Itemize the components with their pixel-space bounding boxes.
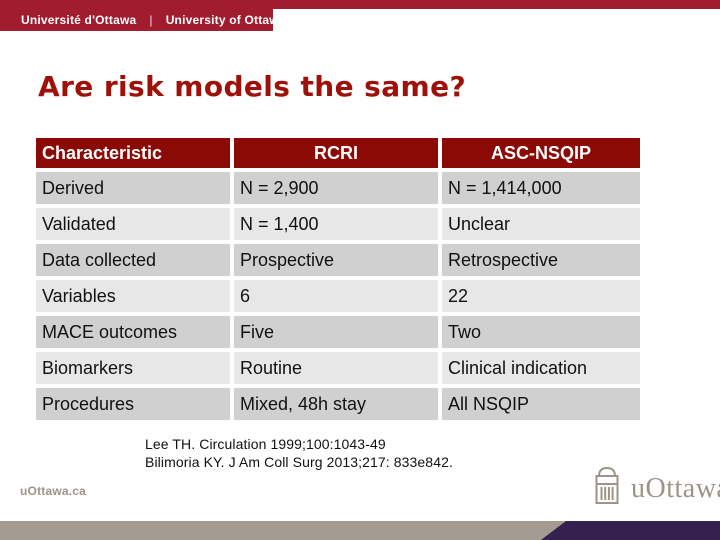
table-header-cell-characteristic: Characteristic bbox=[36, 138, 230, 168]
table-cell: Unclear bbox=[442, 208, 640, 240]
table-cell: Data collected bbox=[36, 244, 230, 276]
uottawa-url: uOttawa.ca bbox=[20, 484, 87, 498]
table-cell: Biomarkers bbox=[36, 352, 230, 384]
table-cell: Clinical indication bbox=[442, 352, 640, 384]
table-cell: MACE outcomes bbox=[36, 316, 230, 348]
masthead-separator: | bbox=[149, 13, 153, 27]
masthead-strip bbox=[0, 0, 720, 9]
uottawa-logo: uOttawa bbox=[591, 465, 720, 506]
table-cell: N = 1,400 bbox=[234, 208, 438, 240]
masthead-name-french: Université d'Ottawa bbox=[21, 13, 137, 27]
table-cell: Five bbox=[234, 316, 438, 348]
table-cell: Validated bbox=[36, 208, 230, 240]
table-cell: Derived bbox=[36, 172, 230, 204]
table-cell: Procedures bbox=[36, 388, 230, 420]
masthead-name-english: University of Ottawa bbox=[165, 13, 286, 27]
table-cell: Two bbox=[442, 316, 640, 348]
citation-line-2: Bilimoria KY. J Am Coll Surg 2013;217: 8… bbox=[145, 454, 453, 470]
table-header-cell-rcri: RCRI bbox=[234, 138, 438, 168]
table-cell: Retrospective bbox=[442, 244, 640, 276]
table-header-cell-asc-nsqip: ASC-NSQIP bbox=[442, 138, 640, 168]
table-cell: Routine bbox=[234, 352, 438, 384]
citation: Lee TH. Circulation 1999;100:1043-49 Bil… bbox=[145, 435, 453, 471]
table-cell: N = 2,900 bbox=[234, 172, 438, 204]
uottawa-crest-icon bbox=[595, 466, 619, 504]
table-cell: N = 1,414,000 bbox=[442, 172, 640, 204]
table-cell: Mixed, 48h stay bbox=[234, 388, 438, 420]
table-cell: Variables bbox=[36, 280, 230, 312]
table-cell: All NSQIP bbox=[442, 388, 640, 420]
table-cell: Prospective bbox=[234, 244, 438, 276]
table-cell: 6 bbox=[234, 280, 438, 312]
slide-title: Are risk models the same? bbox=[38, 70, 467, 103]
footer-bar-purple bbox=[541, 521, 720, 540]
risk-model-comparison-table: Characteristic RCRI ASC-NSQIP Derived N … bbox=[36, 138, 640, 420]
citation-line-1: Lee TH. Circulation 1999;100:1043-49 bbox=[145, 436, 386, 452]
table-cell: 22 bbox=[442, 280, 640, 312]
uottawa-logo-wordmark: uOttawa bbox=[631, 473, 720, 504]
footer-bar-gray bbox=[0, 521, 720, 540]
masthead: Université d'Ottawa | University of Otta… bbox=[0, 0, 286, 31]
